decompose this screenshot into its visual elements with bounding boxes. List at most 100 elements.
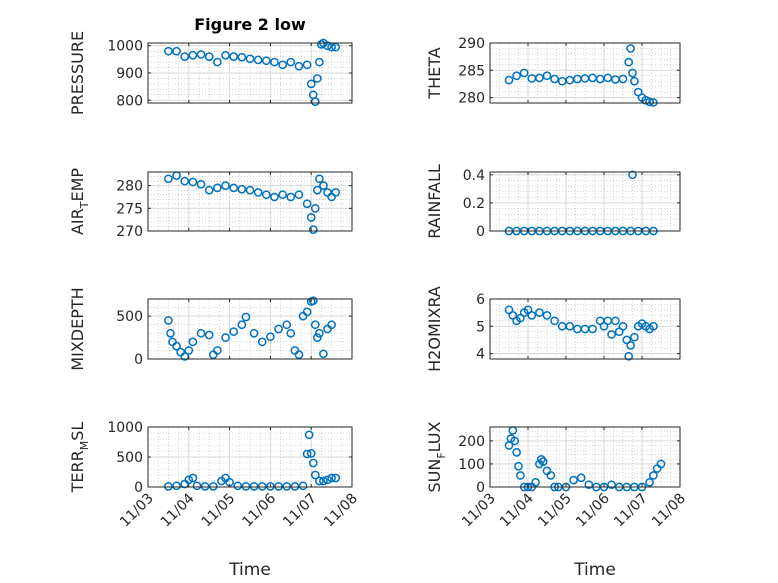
data-point	[304, 430, 314, 440]
axes-frame	[489, 298, 681, 360]
y-axis-label: PRESSURE	[68, 31, 87, 115]
data-point	[302, 199, 312, 209]
data-point	[308, 296, 318, 306]
data-point	[306, 449, 316, 458]
data-point	[229, 183, 239, 193]
data-point	[229, 52, 239, 61]
data-point	[196, 50, 206, 59]
y-axis-label: H2OMIXRA	[425, 286, 444, 372]
data-point	[315, 174, 324, 184]
axes-frame	[489, 42, 681, 104]
x-tick-label: 11/06	[573, 490, 613, 530]
data-point	[626, 341, 635, 350]
data-point	[221, 181, 230, 190]
axes-frame	[147, 298, 353, 360]
data-point	[630, 76, 639, 86]
data-point	[514, 461, 523, 471]
y-tick-label: 0	[134, 480, 143, 496]
data-point	[618, 74, 628, 84]
data-point	[306, 79, 316, 89]
data-point	[294, 61, 304, 71]
y-tick-label: 1000	[107, 39, 143, 55]
data-point	[607, 330, 616, 339]
data-point	[308, 458, 318, 468]
data-point	[213, 183, 222, 193]
data-point	[270, 192, 279, 202]
y-tick-label: 275	[116, 201, 143, 217]
data-point	[188, 50, 198, 60]
data-point	[331, 188, 341, 197]
data-point	[261, 190, 271, 200]
data-point	[550, 316, 559, 326]
data-point	[286, 57, 296, 67]
data-point	[535, 308, 544, 317]
data-point	[204, 330, 214, 340]
axes-background	[490, 172, 680, 231]
data-point	[576, 473, 586, 483]
x-tick-label: 11/08	[649, 491, 689, 531]
data-point	[550, 74, 559, 84]
data-point	[208, 482, 218, 491]
y-tick-label: 900	[116, 66, 143, 82]
data-point	[649, 471, 658, 480]
data-point	[253, 188, 263, 197]
axes-frame	[489, 171, 681, 232]
data-point	[542, 71, 552, 81]
data-point	[233, 481, 243, 491]
subplot-6: 4 5 6 H2OMIXRA	[425, 286, 681, 372]
data-point	[294, 350, 304, 360]
data-point	[221, 333, 230, 342]
data-point	[237, 320, 247, 330]
x-tick-label: 11/04	[158, 490, 198, 530]
data-point	[302, 60, 312, 70]
data-point	[649, 321, 658, 331]
data-point	[184, 475, 194, 485]
data-point	[290, 482, 300, 491]
y-axis-label: SUNFLUX	[425, 421, 448, 492]
data-point	[204, 52, 214, 61]
x-tick-label: 11/07	[611, 491, 651, 531]
data-point	[618, 321, 628, 331]
axes-frame	[489, 426, 681, 488]
x-axis-label-left: Time	[228, 560, 271, 580]
y-tick-label: 0.2	[463, 196, 485, 212]
y-tick-label: 500	[116, 450, 143, 466]
data-point	[221, 50, 230, 60]
data-point	[200, 482, 210, 491]
axes-frame	[147, 171, 353, 232]
data-point	[266, 482, 275, 491]
subplot-2: 280 285 290 THETA	[425, 36, 681, 107]
data-point	[649, 98, 658, 107]
x-tick-label: 11/08	[321, 491, 361, 531]
figure-title: Figure 2 low	[194, 15, 306, 34]
data-point	[319, 476, 328, 486]
data-point	[628, 68, 637, 78]
data-point	[331, 473, 341, 483]
x-tick-label: 11/05	[199, 491, 239, 531]
data-point	[504, 75, 514, 85]
data-point	[565, 321, 575, 331]
data-point	[630, 332, 639, 342]
y-tick-label: 280	[458, 91, 485, 107]
data-point	[282, 320, 292, 330]
data-point	[607, 480, 616, 490]
data-point	[312, 185, 322, 195]
data-point	[253, 55, 263, 65]
data-point	[310, 320, 320, 330]
y-axis-label: RAINFALL	[425, 164, 444, 239]
data-point	[245, 185, 255, 195]
data-point	[512, 448, 521, 457]
data-point	[542, 311, 552, 320]
subplot-5: 0 500 MIXDEPTH	[68, 287, 353, 371]
data-point	[527, 311, 537, 320]
y-axis-label: THETA	[425, 47, 444, 99]
data-point	[645, 478, 654, 487]
x-tick-label: 11/07	[280, 491, 320, 531]
data-point	[241, 482, 251, 491]
y-tick-label: 0.4	[463, 168, 485, 184]
y-tick-label: 280	[116, 179, 143, 195]
subplot-7: 0 500 1000 TERRMSL 11/03 11/04 11/05 11/06 11/07…	[68, 420, 361, 530]
data-point	[512, 71, 521, 81]
